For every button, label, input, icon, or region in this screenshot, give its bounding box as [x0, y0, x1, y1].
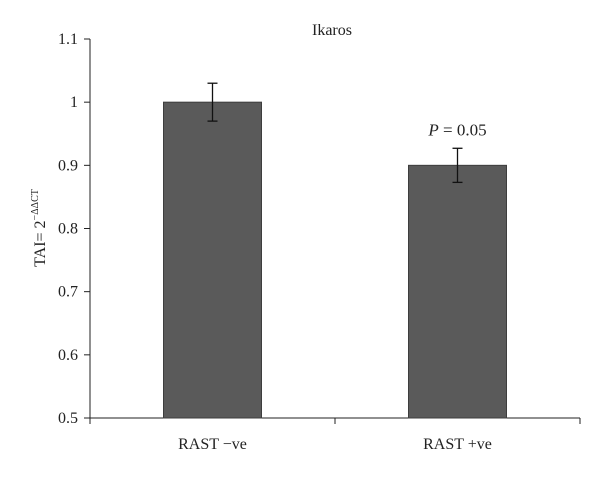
y-tick-label: 0.9: [58, 157, 78, 174]
bars: [163, 82, 507, 419]
x-tick-label: RAST +ve: [423, 436, 492, 453]
p-value-symbol: P: [427, 120, 438, 139]
bar: [408, 164, 507, 419]
y-tick-label: 0.5: [58, 410, 78, 427]
y-axis-label: TAI= 2−ΔΔCT: [30, 189, 49, 267]
y-axis-label-superscript: −ΔΔCT: [30, 189, 41, 220]
y-tick-label: 1.1: [58, 31, 78, 48]
y-axis-ticks: 0.5 0.6 0.7 0.8 0.9 1 1.1: [58, 31, 90, 427]
y-tick-label: 0.7: [58, 284, 78, 301]
y-tick-label: 1: [70, 94, 78, 111]
p-value-text: = 0.05: [439, 120, 487, 139]
annotations: P = 0.05: [427, 120, 486, 139]
x-axis-labels: RAST −ve RAST +ve: [178, 436, 492, 453]
x-tick-label: RAST −ve: [178, 436, 247, 453]
p-value-annotation: P = 0.05: [427, 120, 486, 139]
y-tick-label: 0.6: [58, 347, 78, 364]
bar: [163, 101, 262, 419]
y-axis-label-prefix: TAI= 2: [32, 220, 49, 266]
chart-title: Ikaros: [312, 22, 352, 39]
y-tick-label: 0.8: [58, 221, 78, 238]
